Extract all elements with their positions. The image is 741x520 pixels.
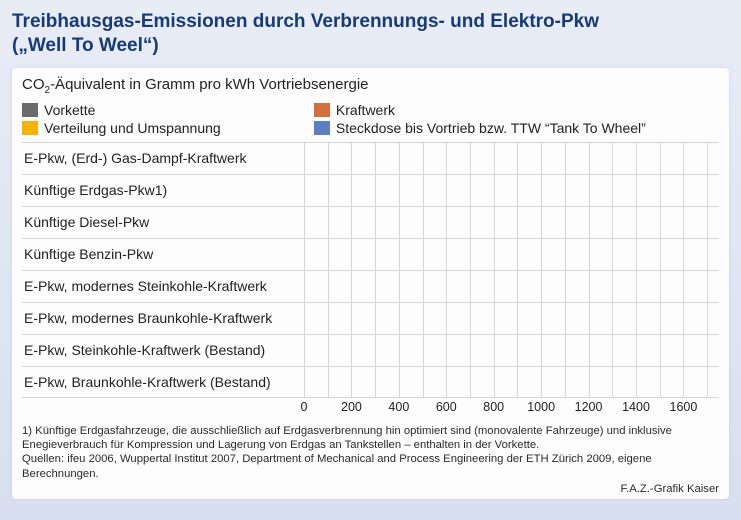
row-plot <box>304 335 719 366</box>
row-label: E-Pkw, modernes Braunkohle-Kraftwerk <box>22 310 304 326</box>
legend-swatch <box>22 103 38 117</box>
row-plot <box>304 207 719 238</box>
row-plot <box>304 271 719 302</box>
bar-row: E-Pkw, Steinkohle-Kraftwerk (Bestand) <box>22 334 719 366</box>
legend-swatch <box>314 121 330 135</box>
row-label: E-Pkw, Braunkohle-Kraftwerk (Bestand) <box>22 374 304 390</box>
row-label: Künftige Erdgas-Pkw1) <box>22 182 304 198</box>
x-axis: 0 200 400 600 800 1000 1200 1400 1600 <box>22 398 719 418</box>
tick-label: 1000 <box>527 400 555 414</box>
tick-label: 1600 <box>670 400 698 414</box>
bar-row: E-Pkw, Braunkohle-Kraftwerk (Bestand) <box>22 366 719 398</box>
chart-area: E-Pkw, (Erd-) Gas-Dampf-Kraftwerk Künftig… <box>22 142 719 398</box>
bar-row: Künftige Diesel-Pkw <box>22 206 719 238</box>
legend-label: Verteilung und Umspannung <box>44 120 221 136</box>
bar-row: E-Pkw, modernes Steinkohle-Kraftwerk <box>22 270 719 302</box>
legend-item: Vorkette <box>22 102 294 118</box>
row-label: E-Pkw, (Erd-) Gas-Dampf-Kraftwerk <box>22 150 304 166</box>
row-plot <box>304 143 719 174</box>
subtitle-prefix: CO <box>22 76 45 93</box>
legend: Vorkette Kraftwerk Verteilung und Umspannu… <box>22 102 719 136</box>
tick-label: 400 <box>388 400 409 414</box>
chart-container: Treibhausgas-Emissionen durch Verbrennun… <box>0 0 741 520</box>
row-plot <box>304 239 719 270</box>
legend-item: Kraftwerk <box>314 102 719 118</box>
tick-label: 0 <box>301 400 308 414</box>
title-line2: („Well To Weel“) <box>12 35 159 56</box>
row-plot <box>304 367 719 397</box>
legend-label: Kraftwerk <box>336 102 395 118</box>
subtitle-rest: -Äquivalent in Gramm pro kWh Vortriebsen… <box>50 76 368 93</box>
row-plot <box>304 303 719 334</box>
subtitle: CO2-Äquivalent in Gramm pro kWh Vortrieb… <box>22 76 719 96</box>
tick-label: 800 <box>483 400 504 414</box>
bar-row: E-Pkw, (Erd-) Gas-Dampf-Kraftwerk <box>22 142 719 174</box>
tick-label: 200 <box>341 400 362 414</box>
legend-label: Vorkette <box>44 102 95 118</box>
row-label: Künftige Benzin-Pkw <box>22 246 304 262</box>
row-plot <box>304 175 719 206</box>
legend-swatch <box>314 103 330 117</box>
legend-item: Steckdose bis Vortrieb bzw. TTW “Tank To… <box>314 120 719 136</box>
bar-row: Künftige Benzin-Pkw <box>22 238 719 270</box>
legend-item: Verteilung und Umspannung <box>22 120 294 136</box>
tick-label: 1200 <box>575 400 603 414</box>
row-label: Künftige Diesel-Pkw <box>22 214 304 230</box>
row-label: E-Pkw, modernes Steinkohle-Kraftwerk <box>22 278 304 294</box>
tick-label: 1400 <box>622 400 650 414</box>
bar-row: E-Pkw, modernes Braunkohle-Kraftwerk <box>22 302 719 334</box>
title-line1: Treibhausgas-Emissionen durch Verbrennun… <box>12 11 599 32</box>
chart-title: Treibhausgas-Emissionen durch Verbrennun… <box>12 10 729 58</box>
tick-label: 600 <box>436 400 457 414</box>
bar-row: Künftige Erdgas-Pkw1) <box>22 174 719 206</box>
footnote: 1) Künftige Erdgasfahrzeuge, die ausschl… <box>22 424 719 482</box>
chart-card: CO2-Äquivalent in Gramm pro kWh Vortrieb… <box>12 68 729 500</box>
row-label: E-Pkw, Steinkohle-Kraftwerk (Bestand) <box>22 342 304 358</box>
credit: F.A.Z.-Grafik Kaiser <box>22 483 719 495</box>
legend-label: Steckdose bis Vortrieb bzw. TTW “Tank To… <box>336 120 646 136</box>
legend-swatch <box>22 121 38 135</box>
